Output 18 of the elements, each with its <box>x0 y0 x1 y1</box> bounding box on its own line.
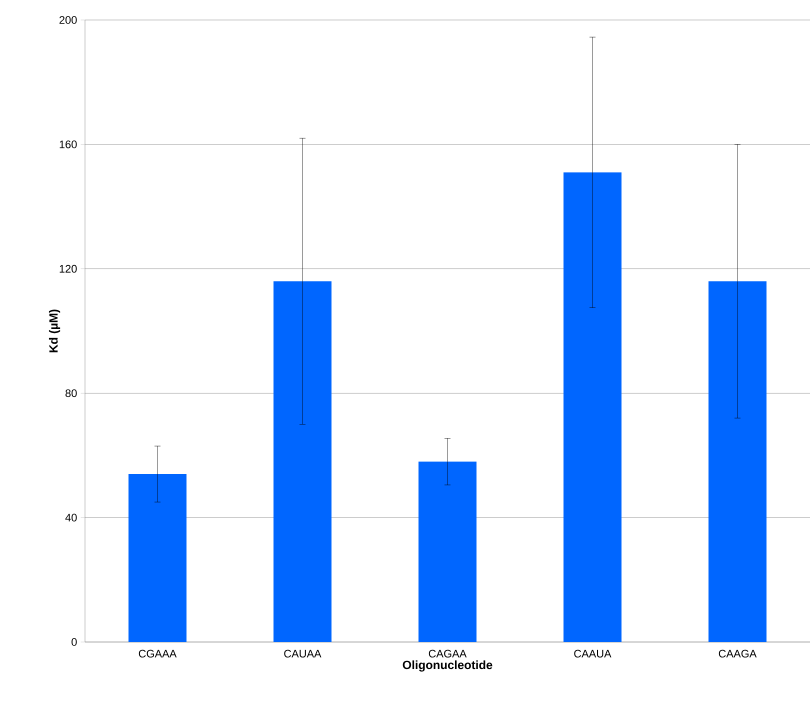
y-tick-label: 40 <box>65 514 77 522</box>
x-tick-label: CAAGA <box>718 650 757 658</box>
y-tick-label: 0 <box>72 638 77 646</box>
x-tick-label: CAUAA <box>284 650 322 658</box>
x-tick-label: CAAUA <box>574 650 612 658</box>
bar <box>418 462 477 642</box>
bar <box>274 281 332 642</box>
x-tick-label: CAGAA <box>428 650 467 658</box>
bar <box>564 172 622 642</box>
x-tick-label: CGAAA <box>138 650 177 658</box>
y-tick-label: 80 <box>66 389 77 398</box>
y-tick-label: 120 <box>60 264 77 273</box>
y-axis-title: Kd (µM) <box>48 310 60 352</box>
bar <box>708 281 767 642</box>
bar <box>128 474 186 642</box>
y-tick-label: 160 <box>60 140 77 148</box>
x-axis-title: Oligonucleotide <box>402 660 492 672</box>
y-tick-label: 200 <box>59 16 77 24</box>
